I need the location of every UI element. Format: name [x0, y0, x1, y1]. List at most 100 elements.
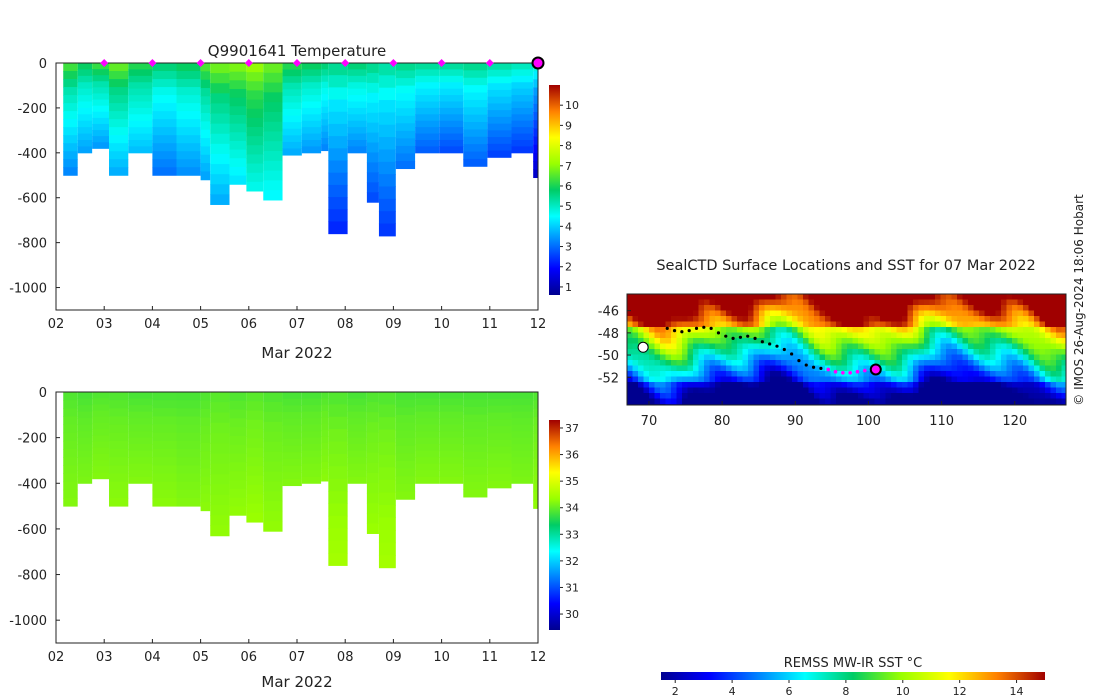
sst-cell — [990, 360, 996, 366]
sst-cell — [759, 382, 765, 388]
sst-cell — [687, 365, 694, 372]
profile-cell — [92, 105, 110, 113]
sst-cell — [1045, 338, 1051, 344]
sst-cell — [1039, 310, 1046, 317]
sst-cell — [836, 376, 842, 383]
profile-cell — [128, 424, 153, 432]
sst-cell — [1017, 349, 1024, 355]
sst-cell — [1012, 294, 1018, 300]
surface-marker — [196, 59, 205, 67]
sst-cell — [797, 294, 804, 300]
profile-cell — [92, 117, 110, 125]
sst-cell — [946, 398, 952, 405]
sst-cell — [995, 310, 1002, 317]
sst-cell — [1012, 332, 1018, 339]
sst-cell — [907, 310, 914, 317]
profile-cell — [282, 135, 302, 143]
sst-cell — [742, 294, 749, 300]
sst-cell — [858, 305, 864, 311]
salinity-plot-area — [63, 392, 538, 569]
sst-cell — [907, 338, 914, 344]
sst-cell — [676, 299, 683, 306]
sst-cell — [660, 299, 666, 306]
profile-cell — [347, 114, 367, 122]
x-tick-label: 03 — [96, 650, 113, 665]
profile-cell — [263, 471, 283, 482]
sst-cell — [1061, 354, 1066, 361]
sst-cell — [759, 343, 765, 350]
sst-cell — [1001, 371, 1007, 377]
sst-cell — [687, 299, 694, 306]
profile-cell — [200, 502, 211, 512]
sst-cell — [995, 338, 1002, 344]
profile-cell — [487, 460, 512, 468]
sst-cell — [786, 321, 793, 328]
sst-cell — [638, 332, 644, 339]
profile-cell — [378, 555, 396, 569]
sst-cell — [968, 321, 974, 328]
sst-cell — [720, 376, 727, 383]
sst-cell — [786, 376, 793, 383]
sst-cell — [852, 365, 859, 372]
sst-cell — [693, 294, 699, 300]
profile-cell — [533, 112, 538, 121]
x-tick-label: 07 — [289, 317, 306, 332]
sst-cell — [907, 316, 914, 322]
sst-cell — [737, 365, 743, 372]
sst-cell — [979, 343, 985, 350]
sst-cell — [918, 354, 925, 361]
sst-cell — [990, 354, 996, 361]
profile-column — [328, 63, 348, 235]
sst-cell — [1039, 321, 1046, 328]
sst-cell — [764, 316, 771, 322]
profile-cell — [533, 500, 538, 509]
sst-cell — [759, 305, 765, 311]
sst-cell — [797, 354, 804, 361]
sst-cell — [682, 299, 688, 306]
sst-cell — [847, 387, 853, 394]
sst-cell — [880, 321, 886, 328]
colorbar-tick-label: 7 — [565, 160, 572, 173]
sst-cell — [764, 371, 771, 377]
sst-cell — [863, 393, 870, 399]
sst-cell — [709, 338, 716, 344]
sst-cell — [643, 393, 650, 399]
sst-cell — [1045, 321, 1051, 328]
sst-cell — [990, 398, 996, 405]
sst-cell — [1001, 365, 1007, 372]
profile-cell — [210, 392, 230, 403]
sst-cell — [715, 316, 721, 322]
sst-cell — [775, 382, 782, 388]
sst-cell — [1006, 332, 1013, 339]
profile-cell — [229, 488, 247, 499]
sst-cell — [654, 305, 661, 311]
sst-cell — [775, 354, 782, 361]
profile-cell — [463, 136, 488, 145]
profile-cell — [487, 103, 512, 111]
sst-cell — [764, 299, 771, 306]
map-x-ticks: 70 80 90 100 110 120 — [641, 401, 1027, 429]
profile-cell — [200, 417, 211, 427]
track-point — [753, 336, 757, 340]
sst-cell — [913, 343, 919, 350]
track-point — [731, 336, 735, 340]
sst-cell — [720, 332, 727, 339]
profile-cell — [487, 453, 512, 461]
current-position-marker — [869, 363, 882, 376]
recent-track-point — [848, 371, 852, 375]
profile-cell — [533, 400, 538, 410]
sst-cell — [1039, 382, 1046, 388]
sst-cell — [1023, 360, 1029, 366]
profile-cell — [77, 424, 93, 432]
sst-cell — [654, 371, 661, 377]
profile-cell — [63, 481, 78, 491]
profile-cell — [229, 444, 247, 455]
sst-cell — [781, 294, 787, 300]
profile-column — [63, 392, 78, 507]
sst-cell — [957, 327, 963, 333]
profile-cell — [246, 503, 264, 514]
profile-cell — [301, 424, 322, 432]
profile-cell — [109, 127, 129, 136]
profile-cell — [439, 139, 464, 147]
profile-cell — [487, 83, 512, 91]
